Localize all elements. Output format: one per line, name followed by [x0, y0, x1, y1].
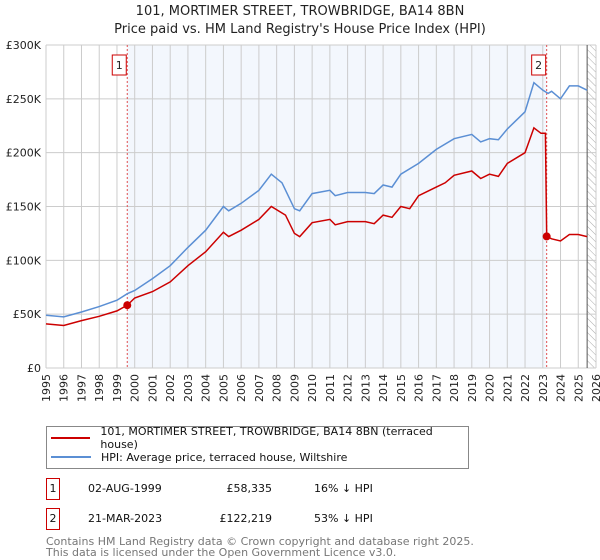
footer-licence: This data is licensed under the Open Gov… [46, 546, 397, 559]
series-line [45, 126, 588, 327]
x-tick-label: 2011 [324, 374, 337, 402]
legend-label: 101, MORTIMER STREET, TROWBRIDGE, BA14 8… [100, 425, 433, 451]
sale-label: 1 [116, 59, 123, 72]
y-tick-label: £300K [6, 39, 42, 52]
x-tick-label: 1997 [75, 374, 88, 402]
sale-label: 2 [535, 59, 542, 72]
x-tick-label: 2026 [590, 374, 600, 402]
x-tick-label: 2014 [377, 374, 390, 402]
x-tick-label: 2002 [164, 374, 177, 402]
y-tick-label: £250K [6, 93, 42, 106]
red-line-swatch [51, 437, 91, 439]
legend-label: HPI: Average price, terraced house, Wilt… [101, 450, 348, 464]
x-tick-label: 2004 [200, 374, 213, 402]
x-tick-label: 2006 [235, 374, 248, 402]
y-tick-label: £100K [6, 254, 42, 267]
sale-hpi-diff: 53% ↓ HPI [314, 512, 373, 525]
x-tick-label: 2017 [430, 374, 443, 402]
legend-item-hpi: HPI: Average price, terraced house, Wilt… [51, 448, 347, 466]
chart-subtitle: Price paid vs. HM Land Registry's House … [114, 22, 486, 37]
x-tick-label: 1999 [111, 374, 124, 402]
sale-price: £122,219 [219, 512, 273, 525]
y-tick-label: £0 [27, 362, 41, 375]
y-tick-label: £50K [13, 308, 42, 321]
x-tick-label: 2022 [519, 374, 532, 402]
x-tick-label: 2018 [448, 374, 461, 402]
x-tick-label: 2001 [146, 374, 159, 402]
x-tick-label: 2007 [253, 374, 266, 402]
sale-point [542, 232, 551, 241]
sale-label-box [531, 54, 547, 76]
x-tick-label: 2020 [484, 374, 497, 402]
x-tick-label: 2016 [413, 374, 426, 402]
sale-date: 21-MAR-2023 [88, 512, 163, 525]
x-tick-label: 2021 [501, 374, 514, 402]
series-line [45, 81, 588, 318]
sale-marker-box: 1 [46, 478, 60, 500]
y-tick-label: £150K [6, 201, 42, 214]
y-tick-label: £200K [6, 147, 42, 160]
x-tick-label: 2019 [466, 374, 479, 402]
x-tick-label: 1996 [58, 374, 71, 402]
chart-title: 101, MORTIMER STREET, TROWBRIDGE, BA14 8… [135, 4, 465, 19]
legend: 101, MORTIMER STREET, TROWBRIDGE, BA14 8… [46, 425, 469, 469]
x-tick-label: 2015 [395, 374, 408, 402]
x-tick-label: 2005 [217, 374, 230, 402]
sale-label-box [111, 54, 127, 76]
blue-line-swatch [51, 456, 91, 458]
sale-marker-box: 2 [46, 508, 60, 530]
sale-price: £58,335 [226, 482, 273, 495]
footer-copyright: Contains HM Land Registry data © Crown c… [46, 535, 474, 548]
x-tick-label: 2003 [182, 374, 195, 402]
x-tick-label: 2013 [359, 374, 372, 402]
x-tick-label: 2000 [129, 374, 142, 402]
x-tick-label: 2024 [555, 374, 568, 402]
price-chart: 1995 1996 1997 1998 1999 2000 2001 2002 2003 2004… [6, 39, 600, 402]
legend-item-property: 101, MORTIMER STREET, TROWBRIDGE, BA14 8… [51, 425, 468, 451]
x-tick-label: 1995 [40, 374, 53, 402]
sale-date: 02-AUG-1999 [88, 482, 162, 495]
sale-point [123, 301, 132, 310]
sale-hpi-diff: 16% ↓ HPI [314, 482, 373, 495]
x-tick-label: 2025 [572, 374, 585, 402]
x-tick-label: 1998 [93, 374, 106, 402]
x-tick-label: 2010 [306, 374, 319, 402]
x-tick-label: 2012 [342, 374, 355, 402]
x-tick-label: 2008 [271, 374, 284, 402]
x-tick-label: 2023 [537, 374, 550, 402]
x-tick-label: 2009 [288, 374, 301, 402]
footer: Contains HM Land Registry data © Crown c… [46, 536, 474, 558]
